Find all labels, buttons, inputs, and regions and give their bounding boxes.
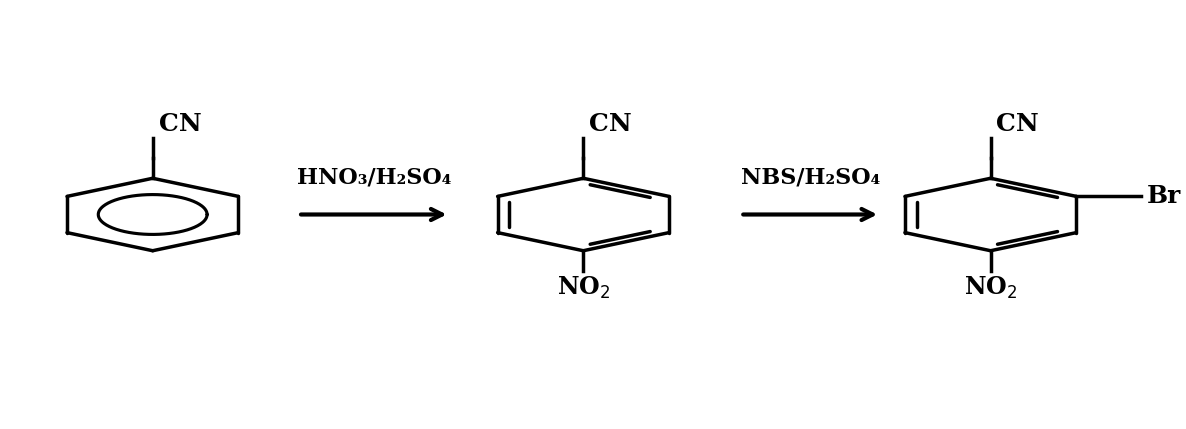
Text: HNO₃/H₂SO₄: HNO₃/H₂SO₄ — [296, 167, 451, 189]
Text: CN: CN — [589, 112, 632, 136]
Text: Br: Br — [1147, 184, 1180, 208]
Text: NBS/H₂SO₄: NBS/H₂SO₄ — [740, 167, 880, 189]
Text: NO$_2$: NO$_2$ — [964, 275, 1018, 301]
Text: NO$_2$: NO$_2$ — [556, 275, 610, 301]
Text: CN: CN — [996, 112, 1039, 136]
Text: CN: CN — [159, 112, 202, 136]
